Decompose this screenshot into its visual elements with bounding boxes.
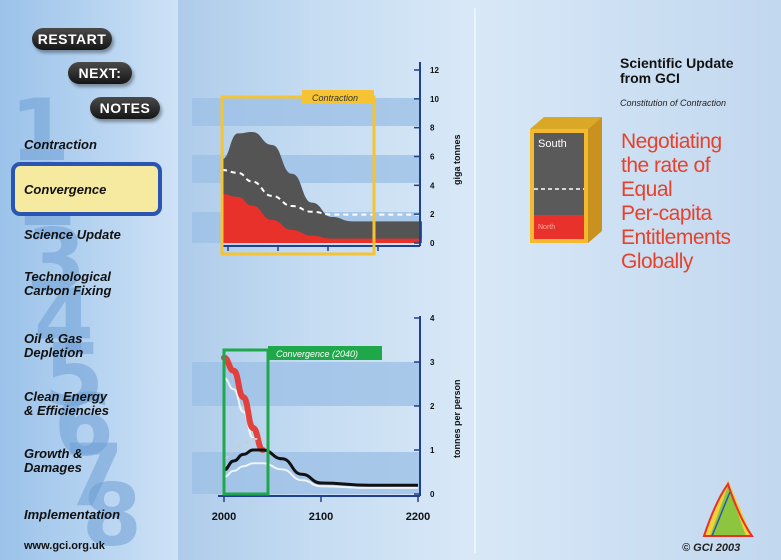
series-line-dashed — [221, 168, 422, 216]
page-title: Scientific Update from GCI — [620, 55, 734, 86]
series-area-north — [222, 193, 422, 243]
y-tick-label: 12 — [430, 66, 439, 75]
nav-item-contraction[interactable]: Contraction — [24, 137, 97, 152]
nav-item-oil-gas-depletion[interactable]: Oil & Gas Depletion — [24, 331, 84, 360]
series-line-lower — [223, 462, 418, 489]
y-axis-label: giga tonnes — [452, 134, 462, 185]
y-tick-label: 0 — [430, 490, 435, 499]
y-tick-label: 10 — [430, 95, 439, 104]
restart-button[interactable]: RESTART — [32, 28, 112, 50]
page-subtitle: Constitution of Contraction — [620, 98, 727, 108]
y-tick-label: 1 — [430, 446, 435, 455]
south-north-cube: South North — [530, 117, 602, 243]
y-tick-label: 2 — [430, 402, 435, 411]
series-area-south — [222, 131, 422, 243]
convergence-annotation: Convergence (2040) — [276, 349, 358, 359]
y-tick-label: 4 — [430, 314, 435, 323]
charts-area: 0 2 4 6 8 10 12 giga tonnes Contraction 0 1 2 3 4 200… — [178, 0, 474, 560]
nav-item-science-update[interactable]: Science Update — [24, 227, 121, 242]
cube-north-fill — [534, 215, 584, 239]
y-tick-label: 0 — [430, 239, 435, 248]
website-link[interactable]: www.gci.org.uk — [24, 540, 105, 552]
headline-text: Negotiating the rate of Equal Per-capita… — [621, 130, 731, 273]
x-tick-label: 2000 — [212, 511, 236, 523]
next-button[interactable]: NEXT: — [68, 62, 132, 84]
copyright-text: © GCI 2003 — [682, 542, 741, 554]
y-tick-label: 8 — [430, 124, 435, 133]
panel-divider — [474, 8, 476, 553]
selected-nav-highlight — [11, 162, 162, 216]
contraction-annotation: Contraction — [312, 93, 358, 103]
gci-logo — [702, 480, 754, 537]
contraction-chart: 0 2 4 6 8 10 12 giga tonnes Contraction — [220, 62, 462, 256]
nav-sidebar — [0, 0, 178, 560]
contraction-highlight-box — [220, 95, 376, 256]
nav-item-clean-energy[interactable]: Clean Energy & Efficiencies — [24, 389, 110, 418]
y-tick-label: 3 — [430, 358, 435, 367]
y-tick-label: 4 — [430, 181, 435, 190]
nav-item-convergence[interactable]: Convergence — [24, 182, 107, 197]
convergence-chart: 0 1 2 3 4 2000 2100 2200 tonnes per person Conver… — [212, 314, 462, 523]
nav-item-growth-damages[interactable]: Growth & Damages — [24, 446, 83, 475]
y-tick-label: 6 — [430, 153, 435, 162]
series-line-north — [221, 354, 266, 453]
cube-north-label: North — [538, 224, 555, 231]
nav-item-technological-carbon-fixing[interactable]: Technological Carbon Fixing — [24, 269, 112, 298]
series-line-dashed — [223, 438, 263, 460]
x-tick-label: 2100 — [309, 511, 333, 523]
series-line-global — [223, 448, 418, 487]
y-axis-label: tonnes per person — [452, 379, 462, 458]
y-tick-label: 2 — [430, 210, 435, 219]
cube-south-label: South — [538, 138, 567, 150]
nav-item-implementation[interactable]: Implementation — [24, 507, 121, 522]
convergence-label-bg — [268, 346, 382, 360]
notes-button[interactable]: NOTES — [90, 97, 160, 119]
cube-south-fill — [534, 133, 584, 215]
contraction-label-bg — [302, 90, 374, 104]
x-tick-label: 2200 — [406, 511, 430, 523]
convergence-highlight-box — [222, 348, 270, 496]
